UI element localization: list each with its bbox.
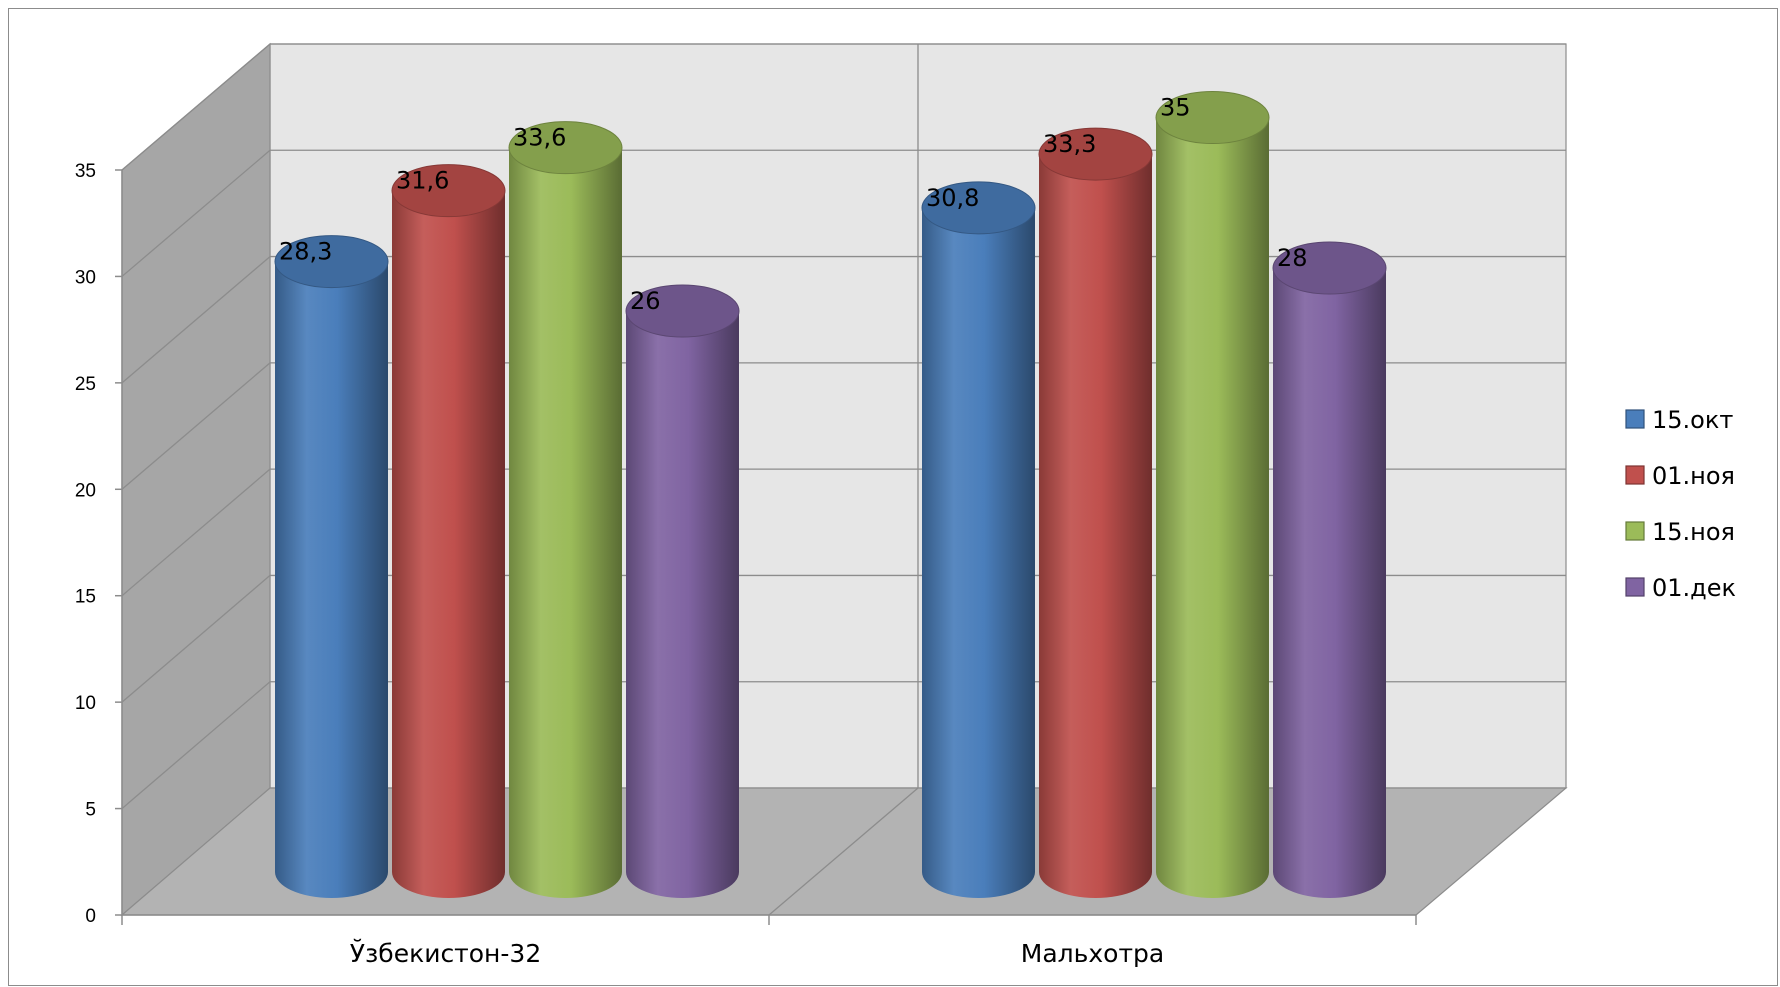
bars bbox=[274, 91, 1387, 899]
y-tick-label: 15 bbox=[75, 587, 96, 608]
legend-swatch bbox=[1625, 465, 1645, 485]
bar-top-0-0 bbox=[274, 235, 389, 289]
bar-1-0 bbox=[922, 207, 1035, 899]
bar-0-2 bbox=[509, 147, 622, 899]
y-tick-label: 25 bbox=[75, 374, 96, 395]
bar-top-1-2 bbox=[1155, 91, 1270, 145]
bar-top-1-3 bbox=[1272, 241, 1387, 295]
legend-item-label: 15.окт bbox=[1652, 406, 1733, 434]
legend-swatch bbox=[1625, 409, 1645, 429]
side-wall bbox=[121, 42, 271, 917]
bar-top-1-1 bbox=[1038, 127, 1153, 181]
bar-1-2 bbox=[1156, 117, 1269, 899]
legend-item-label: 01.дек bbox=[1652, 574, 1736, 602]
data-label: 30,8 bbox=[926, 184, 979, 212]
y-tick-label: 10 bbox=[75, 693, 96, 714]
category-label: Мальхотра bbox=[1021, 939, 1164, 968]
category-label: Ўзбекистон-32 bbox=[350, 939, 541, 968]
bar-top-0-3 bbox=[625, 284, 740, 338]
bar-0-3 bbox=[626, 311, 739, 899]
gridline-diagonal bbox=[121, 681, 271, 810]
bar-top-0-2 bbox=[508, 121, 623, 175]
bar-0-1 bbox=[392, 190, 505, 899]
gridline-diagonal bbox=[121, 362, 271, 490]
data-label: 31,6 bbox=[396, 167, 449, 195]
data-label: 28 bbox=[1277, 244, 1308, 272]
y-tick-label: 30 bbox=[75, 267, 96, 288]
legend-item-label: 01.ноя bbox=[1652, 462, 1735, 490]
y-tick-label: 0 bbox=[85, 906, 96, 927]
bar-0-0 bbox=[275, 261, 388, 899]
legend-item-label: 15.ноя bbox=[1652, 518, 1735, 546]
legend: 15.окт 01.ноя 15.ноя 01.дек bbox=[1625, 406, 1736, 602]
bar-1-3 bbox=[1273, 268, 1386, 899]
gridline-diagonal bbox=[121, 256, 271, 384]
bar-1-1 bbox=[1039, 154, 1152, 899]
legend-swatch bbox=[1625, 577, 1645, 597]
y-tick-label: 35 bbox=[75, 161, 96, 182]
gridline-diagonal bbox=[121, 149, 271, 277]
axes: 0 5 10 15 20 25 30 35 Ўзбекистон-32 Мальхотра bbox=[75, 161, 1417, 968]
y-tick-label: 20 bbox=[75, 480, 96, 501]
data-label: 33,6 bbox=[513, 124, 566, 152]
bar-top-1-0 bbox=[921, 181, 1036, 235]
data-label: 33,3 bbox=[1043, 130, 1096, 158]
data-label: 35 bbox=[1160, 94, 1191, 122]
legend-swatch bbox=[1625, 521, 1645, 541]
category-divider-floor bbox=[768, 787, 919, 916]
y-tick-label: 5 bbox=[85, 800, 96, 821]
bar-top-0-1 bbox=[391, 164, 506, 218]
gridline-diagonal bbox=[121, 574, 271, 703]
data-label: 28,3 bbox=[279, 238, 332, 266]
data-labels: 28,3 31,6 33,6 26 30,8 33,3 35 28 bbox=[279, 94, 1308, 315]
data-label: 26 bbox=[630, 287, 661, 315]
gridline-diagonal bbox=[121, 43, 271, 171]
gridline-diagonal bbox=[121, 468, 271, 597]
